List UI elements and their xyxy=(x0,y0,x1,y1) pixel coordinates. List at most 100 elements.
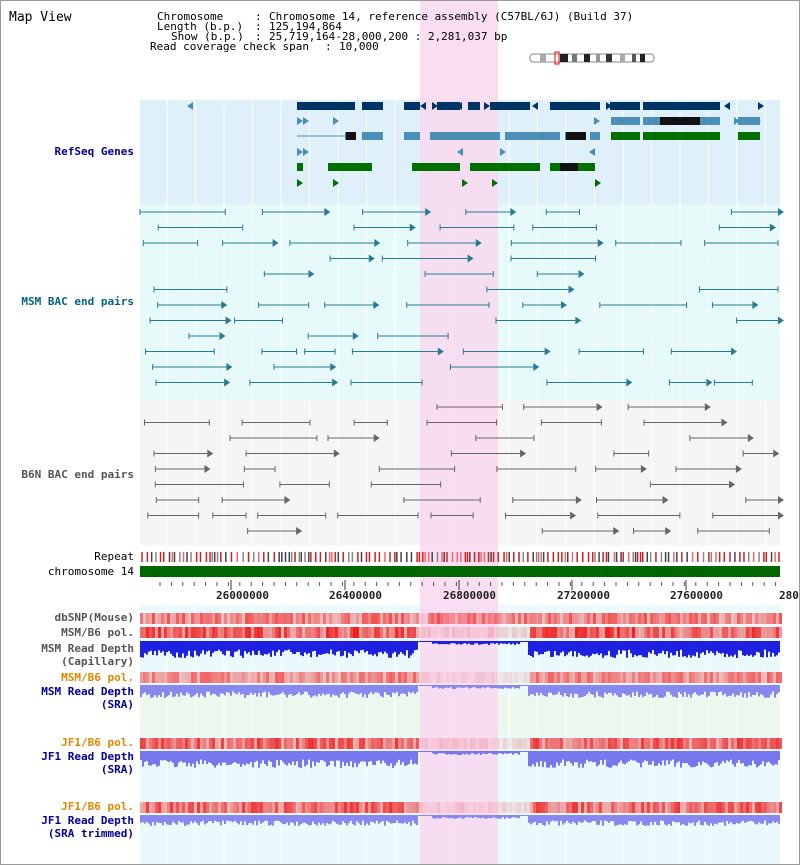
jf1-trim-bar xyxy=(198,815,200,826)
jf1-b6-pol-trim-label[interactable]: JF1/B6 pol. xyxy=(61,800,134,813)
jf1-depth-bar xyxy=(498,751,500,754)
jf1-depth-bar xyxy=(458,751,460,755)
jf1-pol-trim-heat xyxy=(212,802,215,813)
jf1-b6-pol-label[interactable]: JF1/B6 pol. xyxy=(61,736,134,749)
jf1-pol-trim-heat xyxy=(677,802,680,813)
msm-pol-heat xyxy=(680,627,683,638)
msm-depth-sra-bar xyxy=(516,685,518,688)
msm-pol-heat xyxy=(263,627,266,638)
msm-depth-sra-bar xyxy=(320,685,322,696)
jf1-pol-heat xyxy=(716,738,719,749)
jf1-depth-label[interactable]: JF1 Read Depth xyxy=(41,750,134,763)
jf1-pol-trim-heat xyxy=(725,802,728,813)
jf1-pol-trim-heat xyxy=(530,802,533,813)
msm-pol-heat xyxy=(164,627,167,638)
msm-pol-sra-heat xyxy=(773,672,776,683)
jf1-pol-trim-heat xyxy=(422,802,425,813)
bac-end-arrow xyxy=(330,363,337,371)
msm-depth-sra-bar xyxy=(488,685,490,688)
jf1-pol-heat xyxy=(725,738,728,749)
jf1-pol-heat xyxy=(383,738,386,749)
msm-bac-label[interactable]: MSM BAC end pairs xyxy=(21,295,134,308)
jf1-trim-bar xyxy=(428,815,430,816)
msm-pol-heat xyxy=(683,627,686,638)
jf1-pol-trim-heat xyxy=(317,802,320,813)
jf1-pol-heat xyxy=(431,738,434,749)
msm-depth-cap-bar xyxy=(252,641,254,651)
msm-pol-heat xyxy=(647,627,650,638)
msm-pol-heat xyxy=(320,627,323,638)
dbsnp-heat xyxy=(713,613,716,624)
msm-depth-capillary-label[interactable]: MSM Read Depth xyxy=(41,642,134,655)
jf1-depth-bar xyxy=(686,751,688,764)
msm-pol-heat xyxy=(569,627,572,638)
msm-pol-sra-heat xyxy=(257,672,260,683)
jf1-pol-heat xyxy=(413,738,416,749)
msm-b6-pol-sra-label[interactable]: MSM/B6 pol. xyxy=(61,671,134,684)
dbsnp-heat xyxy=(698,613,701,624)
msm-pol-sra-heat xyxy=(155,672,158,683)
jf1-trim-bar xyxy=(612,815,614,822)
msm-pol-heat xyxy=(344,627,347,638)
jf1-trim-bar xyxy=(734,815,736,825)
msm-pol-heat xyxy=(467,627,470,638)
jf1-pol-trim-heat xyxy=(653,802,656,813)
jf1-depth-bar xyxy=(630,751,632,760)
msm-depth-cap-bar xyxy=(308,641,310,653)
jf1-depth-bar xyxy=(208,751,210,763)
jf1-depth-bar xyxy=(660,751,662,766)
dbsnp-heat xyxy=(722,613,725,624)
msm-depth-cap-bar xyxy=(756,641,758,652)
jf1-trim-bar xyxy=(364,815,366,826)
msm-depth-sra-bar xyxy=(744,685,746,694)
jf1-trim-bar xyxy=(558,815,560,826)
msm-depth-cap-bar xyxy=(168,641,170,652)
msm-pol-heat xyxy=(179,627,182,638)
msm-b6-pol-label[interactable]: MSM/B6 pol. xyxy=(61,626,134,639)
msm-depth-sra-bar xyxy=(690,685,692,698)
msm-pol-sra-heat xyxy=(359,672,362,683)
msm-pol-heat xyxy=(689,627,692,638)
refseq-genes-label[interactable]: RefSeq Genes xyxy=(54,145,134,158)
dbsnp-heat xyxy=(419,613,422,624)
jf1-pol-trim-heat xyxy=(227,802,230,813)
dbsnp-heat xyxy=(455,613,458,624)
jf1-depth-bar xyxy=(336,751,338,761)
msm-pol-heat xyxy=(662,627,665,638)
msm-depth-cap-bar xyxy=(320,641,322,655)
jf1-pol-trim-heat xyxy=(743,802,746,813)
jf1-trim-bar xyxy=(336,815,338,824)
dbsnp-heat xyxy=(611,613,614,624)
msm-pol-heat xyxy=(458,627,461,638)
dbsnp-heat xyxy=(674,613,677,624)
jf1-pol-trim-heat xyxy=(413,802,416,813)
msm-pol-sra-heat xyxy=(599,672,602,683)
jf1-pol-heat xyxy=(494,738,497,749)
jf1-depth-bar xyxy=(192,751,194,764)
msm-depth-cap-bar xyxy=(390,641,392,658)
jf1-depth-bar xyxy=(608,751,610,768)
jf1-trim-bar xyxy=(716,815,718,825)
jf1-depth-bar xyxy=(704,751,706,763)
bac-end-arrow xyxy=(224,378,231,387)
msm-pol-sra-heat xyxy=(665,672,668,683)
msm-depth-sra-bar xyxy=(456,685,458,688)
jf1-trim-bar xyxy=(384,815,386,826)
msm-pol-sra-heat xyxy=(707,672,710,683)
dbsnp-heat xyxy=(410,613,413,624)
dbsnp-heat xyxy=(767,613,770,624)
msm-depth-cap-bar xyxy=(736,641,738,658)
msm-pol-sra-heat xyxy=(215,672,218,683)
b6n-bac-label[interactable]: B6N BAC end pairs xyxy=(21,468,134,481)
jf1-trim-label[interactable]: JF1 Read Depth xyxy=(41,814,134,827)
msm-depth-cap-bar xyxy=(644,641,646,658)
msm-depth-sra-label[interactable]: MSM Read Depth xyxy=(41,685,134,698)
msm-pol-sra-heat xyxy=(764,672,767,683)
jf1-pol-trim-heat xyxy=(326,802,329,813)
msm-pol-heat xyxy=(572,627,575,638)
dbsnp-label[interactable]: dbSNP(Mouse) xyxy=(54,611,134,624)
jf1-trim-bar xyxy=(490,815,492,819)
msm-depth-sra-bar xyxy=(398,685,400,697)
msm-depth-cap-bar xyxy=(356,641,358,652)
msm-pol-heat xyxy=(194,627,197,638)
